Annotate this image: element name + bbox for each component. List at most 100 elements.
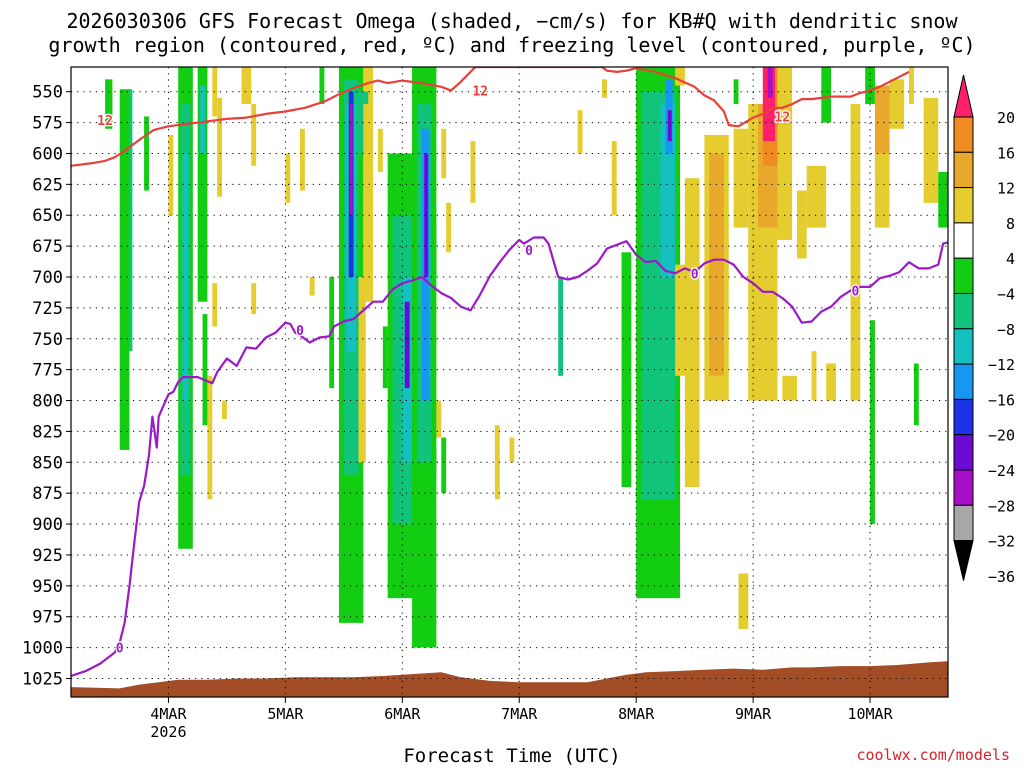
y-tick-label: 600 — [32, 144, 63, 164]
y-tick-label: 1025 — [22, 669, 63, 689]
chart-title-line-2: growth region (contoured, red, ºC) and f… — [48, 33, 976, 57]
colorbar-label: −16 — [988, 391, 1015, 409]
colorbar-segment — [953, 469, 974, 506]
omega-cell — [358, 277, 366, 463]
contour-label: 12 — [472, 84, 488, 99]
colorbar-segment — [953, 504, 974, 542]
omega-cell — [675, 67, 685, 86]
contour-layer — [71, 67, 948, 678]
colorbar-segment — [953, 116, 974, 153]
x-tick-sublabel: 2026 — [150, 723, 186, 741]
omega-cell — [202, 314, 208, 426]
y-tick-label: 675 — [32, 237, 63, 257]
x-tick-label: 9MAR — [735, 705, 772, 723]
colorbar-segment — [953, 187, 974, 224]
omega-cell — [441, 437, 447, 494]
omega-cell — [865, 67, 875, 105]
chart-title-line-1: 2026030306 GFS Forecast Omega (shaded, −… — [66, 9, 958, 33]
x-tick-label: 4MAR — [150, 705, 187, 723]
x-axis-title: Forecast Time (UTC) — [403, 745, 621, 767]
y-tick-label: 950 — [32, 577, 63, 597]
colorbar-segment — [953, 434, 974, 471]
y-tick-label: 800 — [32, 392, 63, 412]
colorbar-segment — [953, 151, 974, 189]
omega-cell — [222, 400, 227, 420]
omega-cell — [299, 128, 305, 191]
colorbar-label: 8 — [1006, 215, 1015, 233]
omega-cell — [168, 134, 174, 216]
omega-cell — [285, 153, 291, 203]
y-tick-label: 850 — [32, 453, 63, 473]
omega-cell — [356, 91, 364, 154]
omega-cell — [212, 283, 218, 327]
colorbar-label: −24 — [988, 462, 1015, 480]
y-tick-label: 925 — [32, 546, 63, 566]
y-tick-label: 700 — [32, 268, 63, 288]
omega-cell — [909, 67, 914, 105]
omega-cell — [684, 178, 700, 488]
contour-label: 12 — [97, 114, 113, 129]
colorbar-segment — [953, 257, 974, 295]
omega-cell — [436, 400, 442, 438]
omega-cell — [200, 85, 205, 154]
omega-cell — [494, 425, 500, 500]
y-tick-label: 1000 — [22, 639, 63, 659]
x-tick-label: 5MAR — [267, 705, 304, 723]
omega-cell — [733, 128, 749, 228]
y-tick-label: 550 — [32, 83, 63, 103]
colorbar-segment — [953, 363, 974, 400]
contour-label: 0 — [296, 324, 304, 339]
contour-label: 0 — [691, 267, 699, 282]
omega-cell — [470, 141, 476, 203]
colorbar-label: −32 — [988, 533, 1015, 551]
omega-cell — [431, 221, 437, 277]
omega-cell — [431, 449, 437, 475]
omega-cell — [207, 375, 213, 500]
x-tick-label: 10MAR — [847, 705, 893, 723]
y-tick-label: 625 — [32, 175, 63, 195]
contour-label: 0 — [525, 244, 533, 259]
omega-cell — [938, 172, 948, 228]
omega-cell — [424, 153, 429, 277]
colorbar-segment — [953, 293, 974, 330]
x-tick-label: 8MAR — [618, 705, 655, 723]
omega-cell — [251, 283, 257, 315]
omega-cell — [446, 202, 452, 253]
omega-cell — [119, 89, 130, 450]
omega-cell — [733, 79, 739, 105]
omega-cell — [197, 67, 208, 302]
colorbar-label: −8 — [997, 321, 1015, 339]
y-tick-label: 575 — [32, 114, 63, 134]
omega-cell — [850, 104, 861, 401]
omega-cell — [611, 141, 617, 216]
credit-link[interactable]: coolwx.com/models — [856, 746, 1010, 764]
terrain-layer — [71, 661, 948, 697]
y-tick-label: 650 — [32, 206, 63, 226]
x-tick-label: 6MAR — [384, 705, 421, 723]
omega-cell — [309, 277, 315, 296]
omega-cell — [105, 79, 113, 129]
x-tick-label: 7MAR — [501, 705, 538, 723]
colorbar-label: −28 — [988, 497, 1015, 515]
omega-cell — [738, 573, 749, 630]
colorbar-label: 20 — [997, 109, 1015, 127]
omega-cell — [217, 97, 223, 197]
y-tick-label: 750 — [32, 330, 63, 350]
omega-cell — [509, 437, 515, 463]
colorbar-label: −12 — [988, 356, 1015, 374]
dgz-contour-line — [71, 67, 910, 167]
colorbar: 20 16 12 8 4 −4 −8 −12 −16 −20 −24 −28 −32 −36 — [953, 74, 1015, 586]
omega-cell — [826, 363, 836, 401]
contour-label: 0 — [852, 285, 860, 300]
colorbar-label: −36 — [988, 568, 1015, 586]
omega-cell — [821, 67, 832, 123]
omega-cell — [913, 363, 919, 426]
omega-cell — [241, 67, 252, 105]
omega-cell — [806, 165, 827, 228]
omega-cell — [602, 79, 607, 98]
terrain-surface — [71, 661, 948, 697]
colorbar-segment — [953, 222, 974, 259]
omega-cell — [349, 104, 353, 216]
colorbar-segment — [953, 74, 974, 118]
